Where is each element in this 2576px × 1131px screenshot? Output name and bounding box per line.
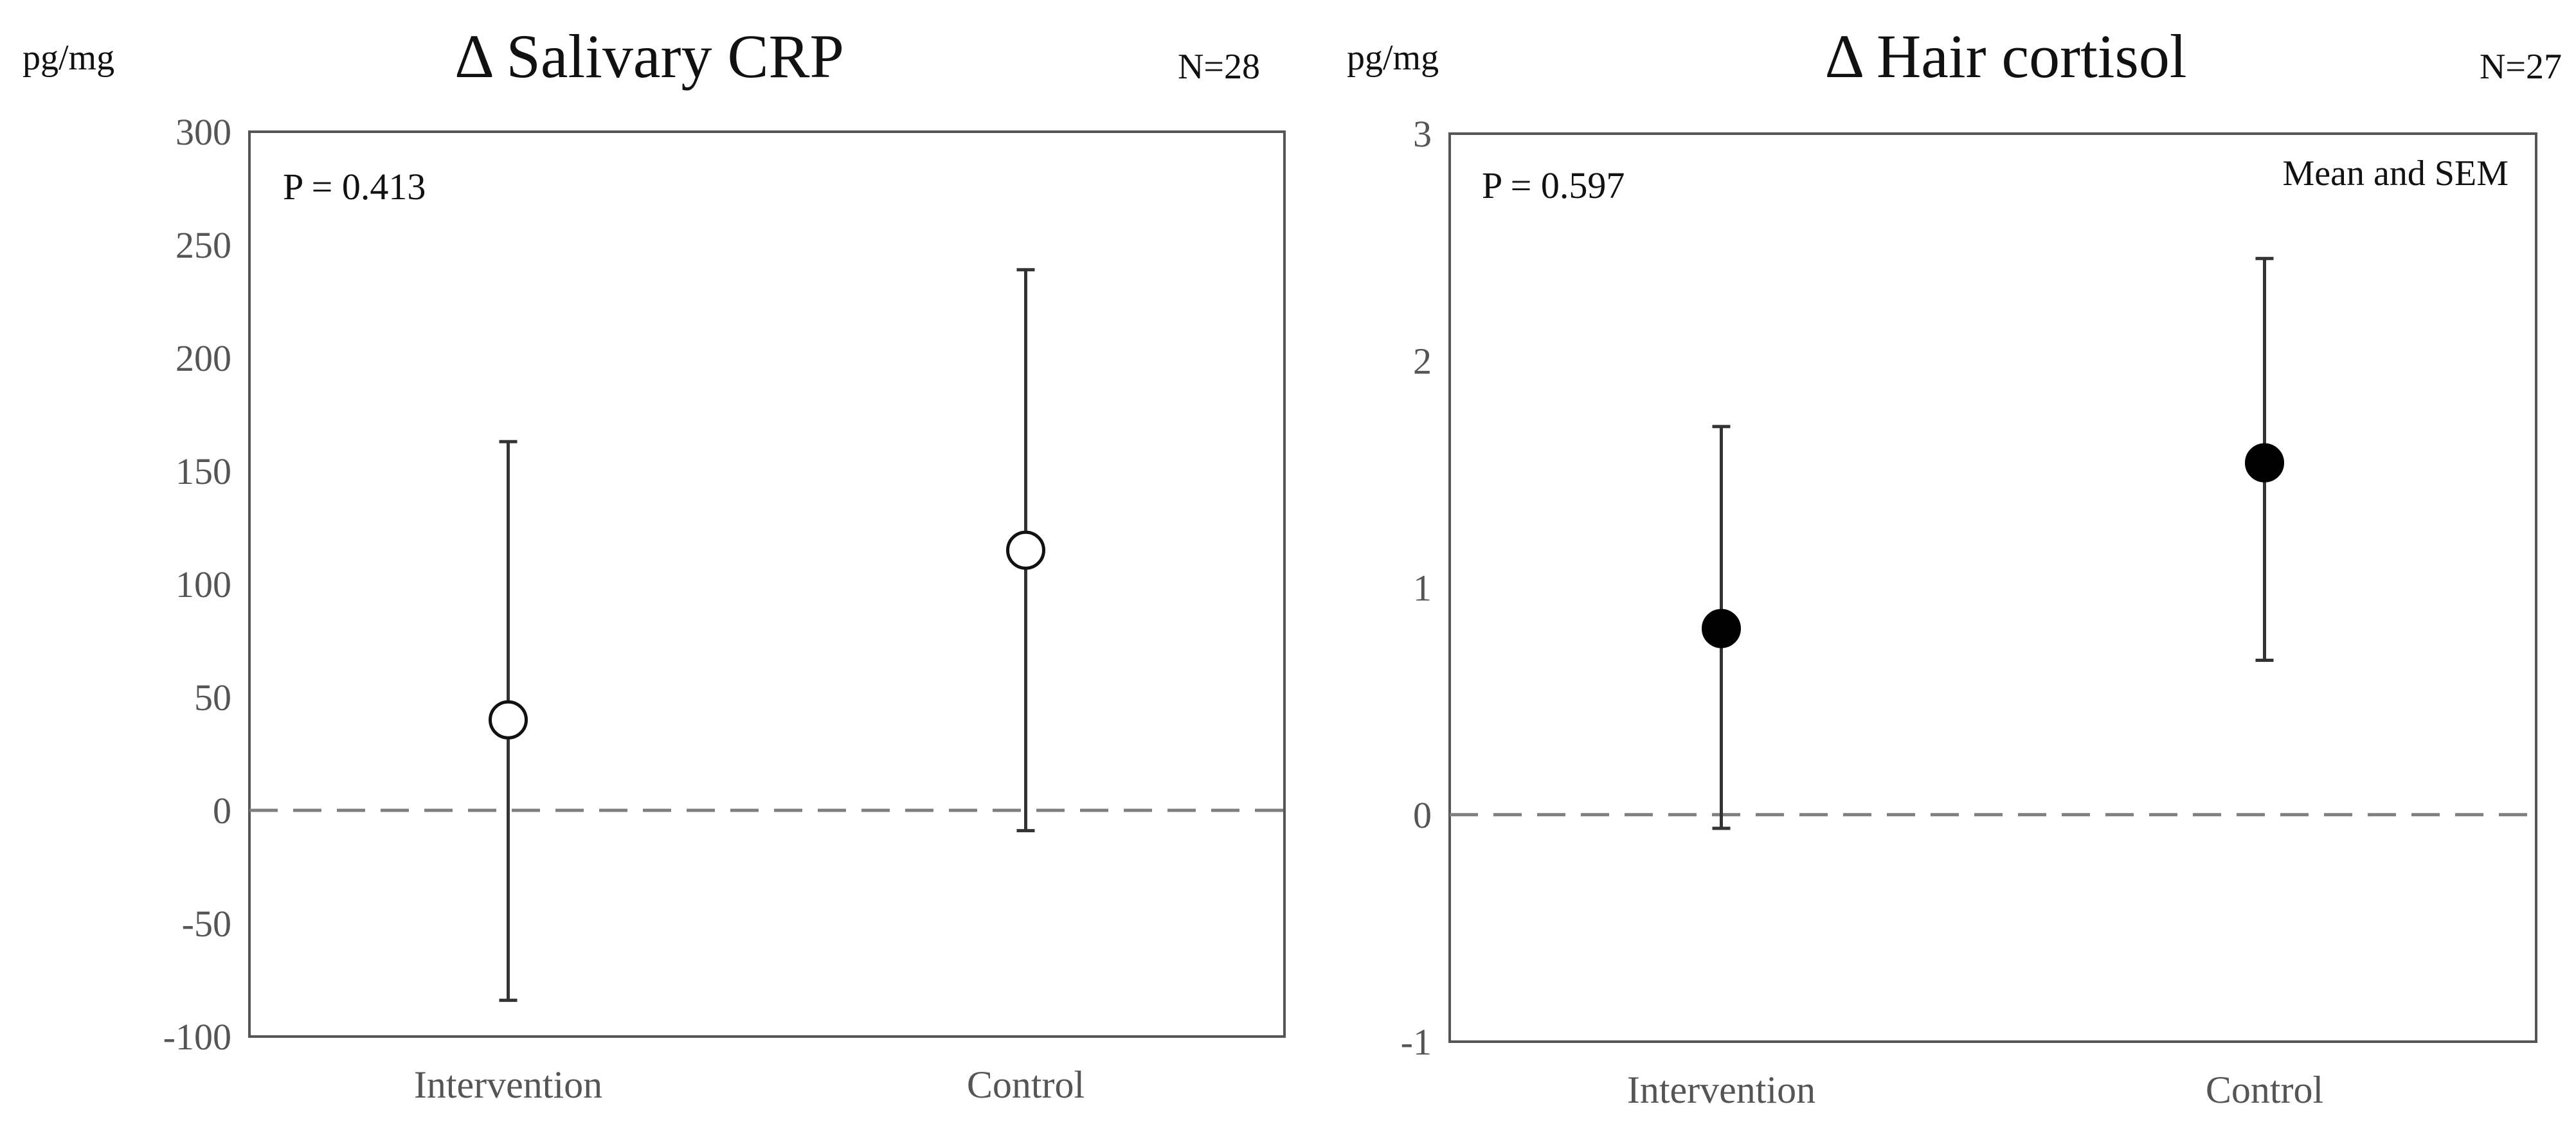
y-tick-label: 0	[1413, 794, 1432, 836]
sample-size-label: N=27	[2480, 47, 2562, 87]
y-tick-label: -100	[163, 1016, 231, 1058]
category-label-intervention: Intervention	[1627, 1069, 1815, 1111]
p-value-label: P = 0.597	[1482, 165, 1625, 206]
p-value-label: P = 0.413	[283, 166, 426, 208]
panel-title: Δ Hair cortisol	[1825, 22, 2187, 91]
mean-point-control	[2245, 443, 2284, 483]
data-marks	[489, 268, 1045, 1002]
y-tick-label: 2	[1413, 340, 1432, 382]
panel-title: Δ Salivary CRP	[455, 22, 844, 91]
y-axis-unit-label: pg/mg	[23, 38, 114, 78]
y-tick-label: 300	[176, 111, 231, 153]
mean-point-control	[1006, 530, 1045, 570]
y-axis-ticks: 300 250 200 150 100 50 0 -50 -100	[163, 111, 231, 1058]
category-label-intervention: Intervention	[414, 1064, 602, 1106]
data-marks	[1702, 256, 2284, 830]
sample-size-label: N=28	[1178, 47, 1260, 87]
y-tick-label: 250	[176, 224, 231, 266]
y-axis-ticks: 3 2 1 0 -1	[1401, 113, 1432, 1063]
mean-point-intervention	[1702, 609, 1741, 648]
y-tick-label: 0	[213, 790, 231, 832]
panel-hair-cortisol: Δ Hair cortisol pg/mg N=27 P = 0.597 Mea…	[1347, 22, 2562, 1111]
y-tick-label: 150	[176, 450, 231, 492]
mean-point-intervention	[489, 700, 528, 740]
panel-salivary-crp: Δ Salivary CRP pg/mg N=28 P = 0.413 300 2…	[23, 22, 1286, 1106]
y-tick-label: 1	[1413, 567, 1432, 609]
category-label-control: Control	[2206, 1069, 2323, 1111]
plot-frame	[248, 130, 1286, 1038]
y-tick-label: 200	[176, 337, 231, 379]
y-tick-label: -50	[182, 903, 231, 945]
category-label-control: Control	[967, 1064, 1085, 1106]
plot-frame	[1448, 132, 2537, 1043]
y-tick-label: 3	[1413, 113, 1432, 155]
y-tick-label: 100	[176, 564, 231, 605]
mean-sem-note: Mean and SEM	[2282, 154, 2508, 193]
y-tick-label: 50	[194, 677, 231, 718]
y-tick-label: -1	[1401, 1021, 1432, 1063]
y-axis-unit-label: pg/mg	[1347, 38, 1439, 78]
